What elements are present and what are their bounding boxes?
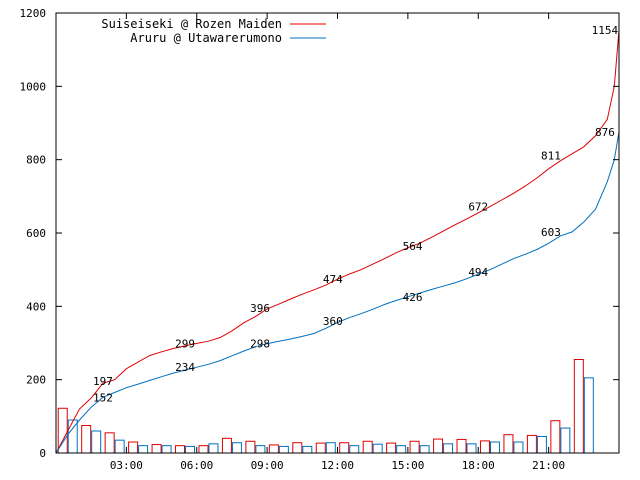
- bar-suiseiseki-1: [81, 425, 92, 454]
- data-label-suiseiseki-0: 197: [93, 375, 113, 388]
- bar-suiseiseki-7: [221, 437, 232, 454]
- bar-aruru-6: [208, 443, 219, 454]
- bar-suiseiseki-17: [456, 438, 467, 454]
- data-label-aruru-6: 603: [541, 226, 561, 239]
- bar-aruru-10: [302, 445, 313, 454]
- bar-aruru-3: [138, 445, 149, 454]
- data-label-aruru-3: 360: [323, 315, 343, 328]
- bar-suiseiseki-19: [503, 434, 514, 454]
- bar-suiseiseki-6: [198, 445, 209, 454]
- bar-aruru-4: [161, 445, 172, 454]
- bar-aruru-18: [489, 441, 500, 454]
- bar-aruru-17: [466, 443, 477, 454]
- y-tick-label-3: 600: [26, 227, 46, 240]
- x-tick-label-0: 03:00: [110, 459, 143, 472]
- data-label-suiseiseki-3: 474: [323, 273, 343, 286]
- series-line-suiseiseki: [55, 29, 620, 454]
- bars-layer: [57, 359, 594, 454]
- y-tick-label-1: 200: [26, 374, 46, 387]
- data-label-aruru-5: 494: [468, 266, 488, 279]
- plot-frame: [55, 12, 620, 454]
- x-axis: 03:00 06:00 09:00 12:00 15:00 18:00 21:00: [110, 13, 565, 472]
- data-label-aruru-7: 876: [595, 126, 615, 139]
- bar-aruru-22: [583, 377, 594, 454]
- bar-aruru-14: [396, 445, 407, 454]
- x-tick-label-2: 09:00: [251, 459, 284, 472]
- y-tick-label-4: 800: [26, 154, 46, 167]
- series-line-aruru: [55, 131, 620, 454]
- bar-suiseiseki-11: [315, 442, 326, 454]
- bar-suiseiseki-14: [386, 442, 397, 454]
- data-label-suiseiseki-6: 811: [541, 150, 561, 163]
- bar-aruru-13: [372, 443, 383, 454]
- bar-suiseiseki-12: [339, 442, 350, 454]
- bar-suiseiseki-16: [433, 438, 444, 454]
- bar-aruru-15: [419, 445, 430, 454]
- legend-label-aruru: Aruru @ Utawarerumono: [130, 31, 282, 45]
- bar-aruru-16: [443, 443, 454, 454]
- lines-layer: [55, 29, 620, 454]
- data-label-aruru-1: 234: [175, 361, 195, 374]
- bar-aruru-1: [91, 430, 102, 454]
- bar-suiseiseki-20: [526, 434, 537, 454]
- y-tick-label-0: 0: [39, 447, 46, 460]
- bar-aruru-19: [513, 441, 524, 454]
- legend-label-suiseiseki: Suiseiseki @ Rozen Maiden: [101, 17, 282, 31]
- bar-suiseiseki-21: [550, 420, 561, 454]
- data-label-suiseiseki-7: 1154: [592, 24, 619, 37]
- bar-suiseiseki-13: [362, 440, 373, 454]
- bar-suiseiseki-9: [268, 444, 279, 454]
- bar-suiseiseki-22: [573, 359, 584, 454]
- y-tick-label-2: 400: [26, 300, 46, 313]
- data-labels-layer: 197 299 396 474 564 672 811 1154 152 234 298 360 426…: [93, 24, 619, 404]
- bar-suiseiseki-4: [151, 444, 162, 454]
- bar-aruru-12: [349, 445, 360, 454]
- bar-suiseiseki-18: [479, 440, 490, 454]
- bar-suiseiseki-8: [245, 440, 256, 454]
- data-label-suiseiseki-4: 564: [403, 240, 423, 253]
- x-tick-label-4: 15:00: [391, 459, 424, 472]
- x-tick-label-5: 18:00: [462, 459, 495, 472]
- bar-aruru-7: [231, 442, 242, 454]
- y-tick-label-6: 1200: [20, 7, 47, 20]
- x-tick-label-3: 12:00: [321, 459, 354, 472]
- bar-suiseiseki-5: [175, 445, 186, 454]
- bar-suiseiseki-2: [104, 432, 115, 454]
- bar-aruru-20: [536, 436, 547, 454]
- bar-aruru-8: [255, 445, 266, 454]
- y-axis: 0 200 400 600 800 1000 1200: [20, 7, 619, 460]
- x-tick-label-1: 06:00: [180, 459, 213, 472]
- bar-suiseiseki-10: [292, 442, 303, 454]
- bar-aruru-11: [325, 442, 336, 454]
- bar-aruru-5: [185, 445, 196, 454]
- data-label-suiseiseki-5: 672: [468, 201, 488, 214]
- data-label-suiseiseki-1: 299: [175, 337, 195, 350]
- bar-suiseiseki-15: [409, 440, 420, 454]
- data-label-aruru-0: 152: [93, 391, 113, 404]
- bar-suiseiseki-3: [128, 441, 139, 454]
- data-label-suiseiseki-2: 396: [250, 302, 270, 315]
- y-tick-label-5: 1000: [20, 80, 47, 93]
- x-tick-label-6: 21:00: [532, 459, 565, 472]
- data-label-aruru-2: 298: [250, 338, 270, 351]
- data-label-aruru-4: 426: [403, 291, 423, 304]
- bar-aruru-21: [560, 427, 571, 454]
- bar-aruru-2: [114, 439, 125, 454]
- bar-aruru-9: [278, 445, 289, 454]
